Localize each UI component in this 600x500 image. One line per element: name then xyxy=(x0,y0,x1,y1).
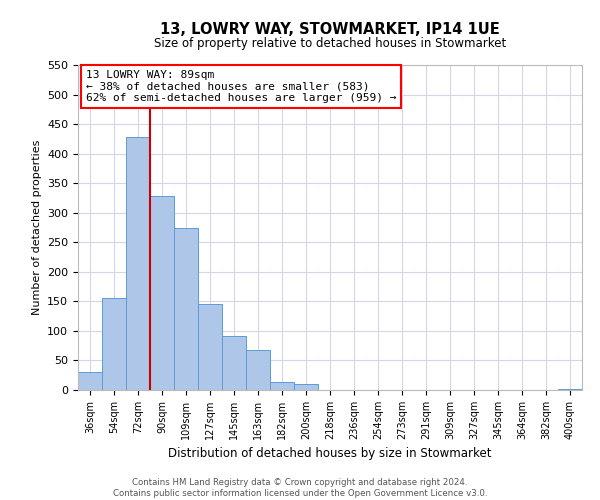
Bar xyxy=(174,228,198,390)
Text: Contains HM Land Registry data © Crown copyright and database right 2024.
Contai: Contains HM Land Registry data © Crown c… xyxy=(113,478,487,498)
Text: 13, LOWRY WAY, STOWMARKET, IP14 1UE: 13, LOWRY WAY, STOWMARKET, IP14 1UE xyxy=(160,22,500,38)
Bar xyxy=(150,196,174,390)
Bar xyxy=(126,137,150,390)
Bar xyxy=(222,336,246,390)
Bar xyxy=(558,389,582,390)
Bar xyxy=(102,298,126,390)
Bar xyxy=(78,372,102,390)
Text: Size of property relative to detached houses in Stowmarket: Size of property relative to detached ho… xyxy=(154,38,506,51)
Bar xyxy=(246,350,270,390)
Bar xyxy=(198,304,222,390)
Y-axis label: Number of detached properties: Number of detached properties xyxy=(32,140,41,315)
Bar xyxy=(270,382,294,390)
X-axis label: Distribution of detached houses by size in Stowmarket: Distribution of detached houses by size … xyxy=(168,448,492,460)
Text: 13 LOWRY WAY: 89sqm
← 38% of detached houses are smaller (583)
62% of semi-detac: 13 LOWRY WAY: 89sqm ← 38% of detached ho… xyxy=(86,70,396,103)
Bar xyxy=(294,384,318,390)
